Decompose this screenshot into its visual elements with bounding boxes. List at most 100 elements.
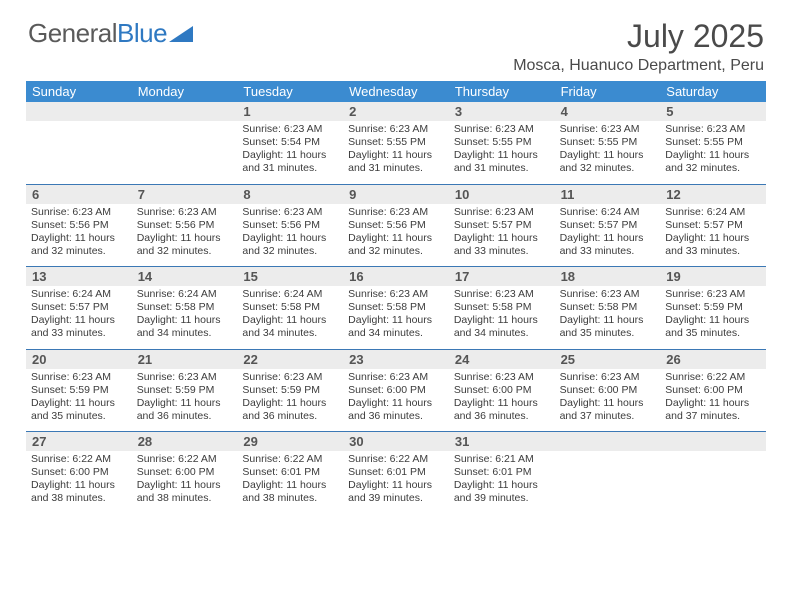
sunrise-line: Sunrise: 6:23 AM [348,288,444,301]
day-number: 16 [343,267,449,286]
sunset-line: Sunset: 5:55 PM [560,136,656,149]
brand-text-gray: General [28,18,117,49]
sunrise-line: Sunrise: 6:22 AM [137,453,233,466]
daylight-line: Daylight: 11 hours and 37 minutes. [665,397,761,423]
calendar: SundayMondayTuesdayWednesdayThursdayFrid… [0,81,792,514]
day-number: 7 [132,185,238,204]
daylight-line: Daylight: 11 hours and 32 minutes. [31,232,127,258]
day-number: 22 [237,350,343,369]
day-number: 14 [132,267,238,286]
sunset-line: Sunset: 5:59 PM [137,384,233,397]
weekday-label: Thursday [449,81,555,102]
daylight-line: Daylight: 11 hours and 35 minutes. [665,314,761,340]
sunrise-line: Sunrise: 6:21 AM [454,453,550,466]
daylight-line: Daylight: 11 hours and 39 minutes. [348,479,444,505]
sunset-line: Sunset: 5:59 PM [242,384,338,397]
sunset-line: Sunset: 5:58 PM [348,301,444,314]
weekday-label: Friday [555,81,661,102]
sunrise-line: Sunrise: 6:23 AM [454,288,550,301]
sunrise-line: Sunrise: 6:23 AM [665,123,761,136]
sunrise-line: Sunrise: 6:22 AM [31,453,127,466]
day-cell: Sunrise: 6:21 AMSunset: 6:01 PMDaylight:… [449,451,555,514]
day-number [132,102,238,121]
page-header: GeneralBlue July 2025 Mosca, Huanuco Dep… [0,0,792,81]
sunset-line: Sunset: 6:00 PM [348,384,444,397]
day-cell: Sunrise: 6:23 AMSunset: 5:55 PMDaylight:… [449,121,555,184]
sunset-line: Sunset: 6:00 PM [31,466,127,479]
sunrise-line: Sunrise: 6:23 AM [560,288,656,301]
day-number: 29 [237,432,343,451]
daylight-line: Daylight: 11 hours and 34 minutes. [348,314,444,340]
day-number: 13 [26,267,132,286]
sunset-line: Sunset: 5:55 PM [348,136,444,149]
empty-cell [660,451,766,514]
day-number: 20 [26,350,132,369]
daylight-line: Daylight: 11 hours and 35 minutes. [31,397,127,423]
daylight-line: Daylight: 11 hours and 34 minutes. [137,314,233,340]
day-cell: Sunrise: 6:23 AMSunset: 5:56 PMDaylight:… [343,204,449,267]
day-cell: Sunrise: 6:22 AMSunset: 6:00 PMDaylight:… [660,369,766,432]
day-cell: Sunrise: 6:24 AMSunset: 5:58 PMDaylight:… [237,286,343,349]
weekday-label: Monday [132,81,238,102]
sunset-line: Sunset: 5:54 PM [242,136,338,149]
day-number: 27 [26,432,132,451]
day-cell: Sunrise: 6:23 AMSunset: 6:00 PMDaylight:… [555,369,661,432]
location-text: Mosca, Huanuco Department, Peru [513,57,764,75]
day-number: 30 [343,432,449,451]
sunrise-line: Sunrise: 6:24 AM [560,206,656,219]
sunset-line: Sunset: 6:00 PM [560,384,656,397]
sunset-line: Sunset: 5:58 PM [560,301,656,314]
day-cell: Sunrise: 6:22 AMSunset: 6:00 PMDaylight:… [132,451,238,514]
daynum-row: 12345 [26,102,766,121]
day-number: 3 [449,102,555,121]
sunset-line: Sunset: 6:00 PM [665,384,761,397]
daylight-line: Daylight: 11 hours and 38 minutes. [242,479,338,505]
daylight-line: Daylight: 11 hours and 31 minutes. [454,149,550,175]
sunset-line: Sunset: 5:58 PM [137,301,233,314]
day-number: 26 [660,350,766,369]
day-number: 28 [132,432,238,451]
sunrise-line: Sunrise: 6:23 AM [454,371,550,384]
sunset-line: Sunset: 6:01 PM [348,466,444,479]
weekday-label: Wednesday [343,81,449,102]
daylight-line: Daylight: 11 hours and 32 minutes. [348,232,444,258]
weekday-label: Sunday [26,81,132,102]
day-cell: Sunrise: 6:24 AMSunset: 5:58 PMDaylight:… [132,286,238,349]
day-number: 11 [555,185,661,204]
daylight-line: Daylight: 11 hours and 33 minutes. [665,232,761,258]
daylight-line: Daylight: 11 hours and 37 minutes. [560,397,656,423]
day-number: 31 [449,432,555,451]
brand-logo: GeneralBlue [28,18,195,49]
daynum-row: 13141516171819 [26,267,766,286]
sunset-line: Sunset: 5:55 PM [665,136,761,149]
weekday-header: SundayMondayTuesdayWednesdayThursdayFrid… [26,81,766,102]
sunset-line: Sunset: 5:57 PM [665,219,761,232]
sunset-line: Sunset: 5:59 PM [31,384,127,397]
sunrise-line: Sunrise: 6:23 AM [242,123,338,136]
daylight-line: Daylight: 11 hours and 31 minutes. [242,149,338,175]
title-block: July 2025 Mosca, Huanuco Department, Per… [513,18,764,75]
sunrise-line: Sunrise: 6:22 AM [242,453,338,466]
sunset-line: Sunset: 6:01 PM [454,466,550,479]
day-cell: Sunrise: 6:23 AMSunset: 5:56 PMDaylight:… [26,204,132,267]
day-number: 23 [343,350,449,369]
daylight-line: Daylight: 11 hours and 33 minutes. [454,232,550,258]
sunrise-line: Sunrise: 6:23 AM [348,123,444,136]
day-cell: Sunrise: 6:23 AMSunset: 5:58 PMDaylight:… [343,286,449,349]
sunrise-line: Sunrise: 6:22 AM [348,453,444,466]
daylight-line: Daylight: 11 hours and 34 minutes. [454,314,550,340]
sunset-line: Sunset: 5:59 PM [665,301,761,314]
sunrise-line: Sunrise: 6:23 AM [137,371,233,384]
day-number: 19 [660,267,766,286]
day-cell: Sunrise: 6:23 AMSunset: 5:59 PMDaylight:… [26,369,132,432]
day-cell: Sunrise: 6:22 AMSunset: 6:01 PMDaylight:… [343,451,449,514]
sunrise-line: Sunrise: 6:23 AM [454,206,550,219]
daynum-row: 20212223242526 [26,350,766,369]
sunset-line: Sunset: 6:00 PM [454,384,550,397]
day-cell: Sunrise: 6:23 AMSunset: 5:54 PMDaylight:… [237,121,343,184]
day-number: 25 [555,350,661,369]
sunrise-line: Sunrise: 6:23 AM [665,288,761,301]
brand-triangle-icon [169,24,195,44]
sunrise-line: Sunrise: 6:23 AM [454,123,550,136]
day-number: 1 [237,102,343,121]
